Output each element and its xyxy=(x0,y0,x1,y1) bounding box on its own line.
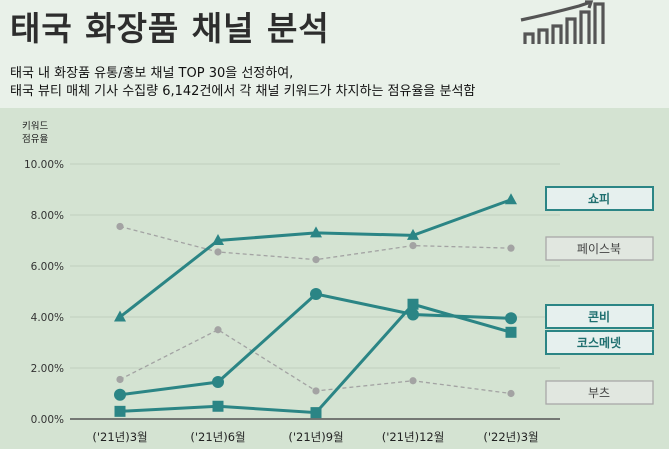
data-point-2-2 xyxy=(310,288,322,301)
data-point-1-2 xyxy=(312,256,320,264)
data-point-3-1 xyxy=(212,400,224,412)
data-point-3-3 xyxy=(407,298,419,310)
chart-area: 키워드 점유율 0.00% 2.00% 4.00% 6.00% 8.00% 10.00% ('2… xyxy=(0,108,669,449)
series-line-2 xyxy=(119,292,512,397)
data-point-1-0 xyxy=(116,222,124,231)
x-tick-label: ('21년)3월 xyxy=(92,430,147,444)
legend-item xyxy=(545,236,654,261)
data-point-2-3 xyxy=(407,308,419,321)
y-tick-label: 6.00% xyxy=(31,261,64,273)
x-tick-label: ('21년)12월 xyxy=(382,430,445,444)
data-point-3-2 xyxy=(310,407,322,419)
data-point-3-4 xyxy=(505,326,517,338)
data-point-4-3 xyxy=(409,377,417,385)
legend-label: 부츠 xyxy=(588,386,610,400)
legend-label: 콘비 xyxy=(588,309,610,324)
data-point-2-1 xyxy=(212,376,224,389)
data-point-4-1 xyxy=(214,326,222,334)
x-tick-label: ('21년)9월 xyxy=(288,430,343,444)
data-point-3-0 xyxy=(114,405,126,417)
y-tick-label: 2.00% xyxy=(31,363,64,375)
data-point-1-1 xyxy=(214,248,222,256)
y-tick-label: 4.00% xyxy=(31,312,64,324)
series-line-4 xyxy=(119,329,512,395)
legend-label: 페이스북 xyxy=(577,242,621,256)
legend-label: 코스메넷 xyxy=(577,335,621,350)
data-point-4-0 xyxy=(116,375,124,384)
legend-item xyxy=(545,330,654,355)
y-tick-label: 0.00% xyxy=(31,414,64,426)
legend-item xyxy=(545,186,654,211)
x-tick-label: ('22년)3월 xyxy=(483,430,538,444)
bar-chart-icon xyxy=(520,0,605,44)
page-title: 태국 화장품 채널 분석 xyxy=(10,9,330,48)
data-point-1-3 xyxy=(409,242,417,250)
header: 태국 화장품 채널 분석 태국 내 화장품 유통/홍보 채널 TOP 30을 선… xyxy=(0,0,669,108)
subtitle-line-1: 태국 내 화장품 유통/홍보 채널 TOP 30을 선정하여, xyxy=(10,66,294,81)
y-tick-label: 10.00% xyxy=(24,159,64,171)
data-point-0-3 xyxy=(407,228,419,240)
legend-item xyxy=(545,380,654,405)
subtitle-line-2: 태국 뷰티 매체 기사 수집량 6,142건에서 각 채널 키워드가 차지하는 … xyxy=(10,84,476,99)
data-point-4-4 xyxy=(507,389,515,398)
legend-label: 쇼피 xyxy=(588,191,610,206)
data-point-4-2 xyxy=(312,387,320,395)
y-axis-label: 점유율 xyxy=(22,133,48,145)
legend-item xyxy=(545,304,654,329)
data-point-1-4 xyxy=(507,244,515,252)
data-point-0-4 xyxy=(505,193,517,205)
data-point-2-4 xyxy=(505,312,517,325)
data-point-0-1 xyxy=(212,234,224,245)
data-point-0-2 xyxy=(310,226,322,238)
y-axis-label: 키워드 xyxy=(22,121,48,132)
y-tick-label: 8.00% xyxy=(31,210,64,222)
data-point-0-0 xyxy=(114,310,126,322)
x-tick-label: ('21년)6월 xyxy=(190,430,245,444)
data-point-2-0 xyxy=(114,388,126,401)
series-line-3 xyxy=(119,302,512,415)
